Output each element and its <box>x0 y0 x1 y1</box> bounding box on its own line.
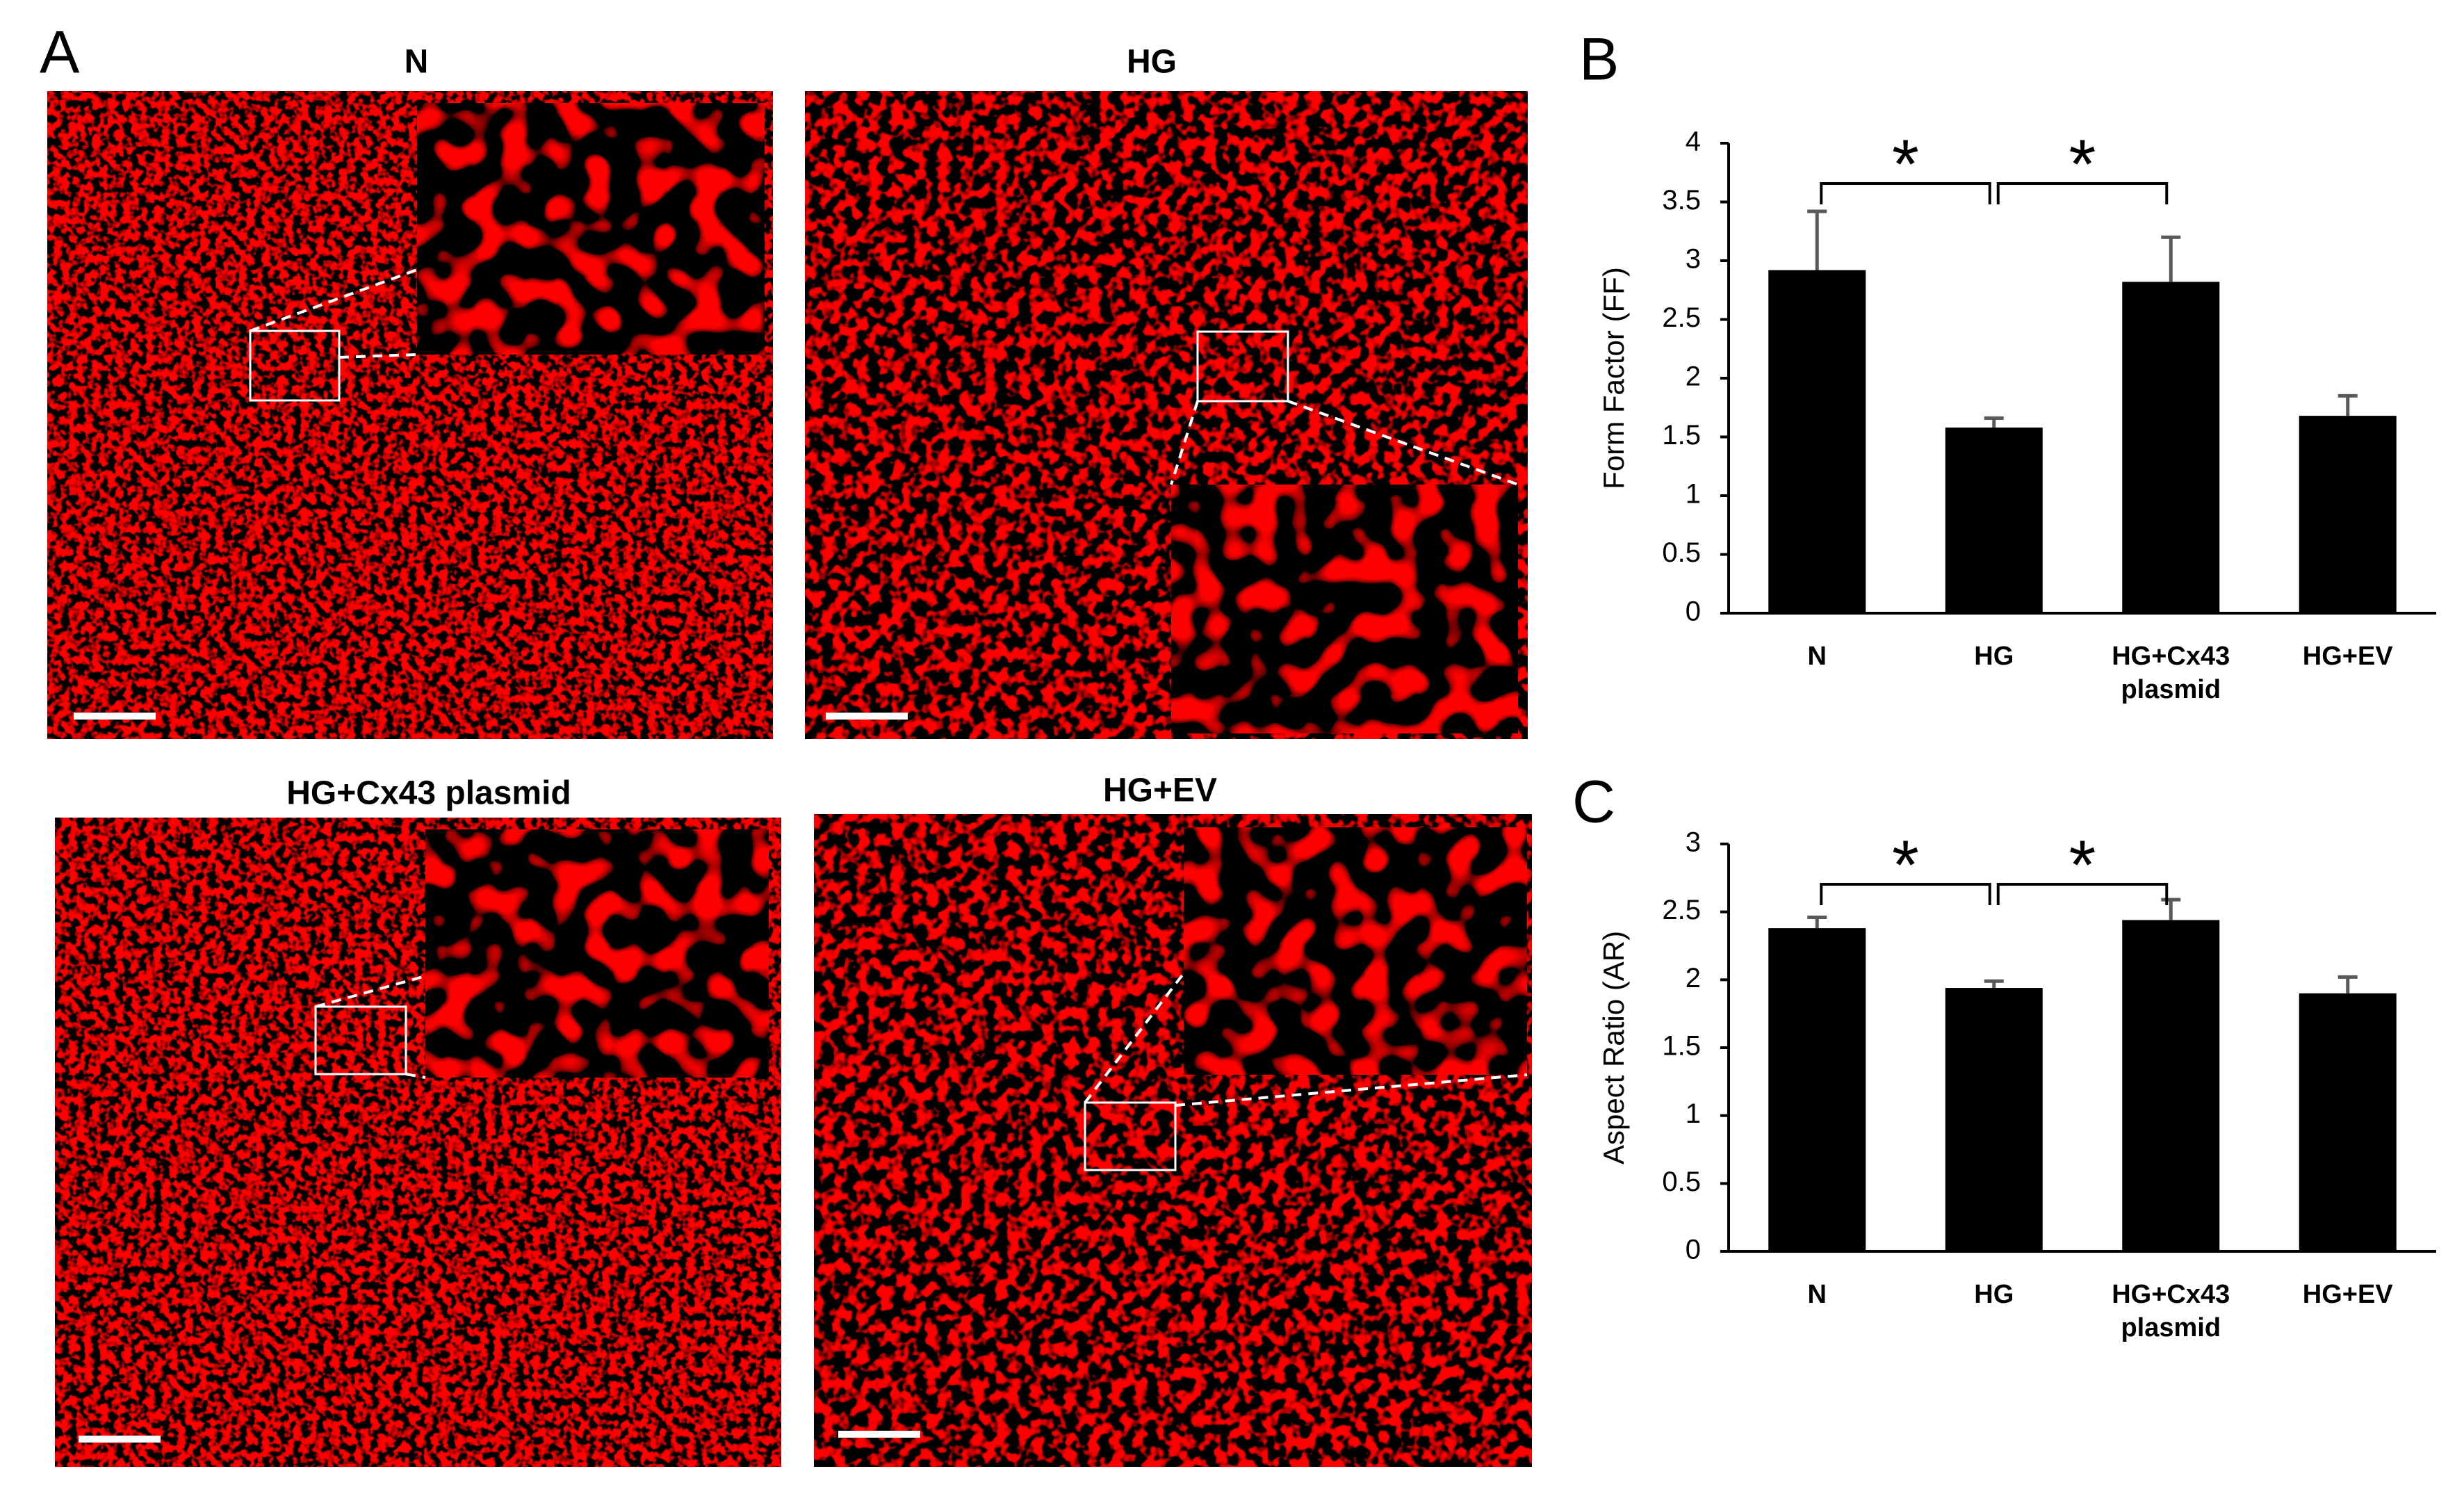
y-tick-label: 1.5 <box>1662 420 1701 450</box>
y-axis-label: Aspect Ratio (AR) <box>1597 931 1630 1164</box>
y-tick-label: 4 <box>1686 127 1701 157</box>
roi-box <box>249 330 341 402</box>
x-tick-label: HG+Cx43 plasmid <box>2112 1280 2230 1342</box>
significance-mark: * <box>2069 826 2096 904</box>
x-tick-label: HG+Cx43 plasmid <box>2112 642 2230 704</box>
y-tick-label: 3 <box>1686 244 1701 275</box>
error-bar <box>2337 393 2358 416</box>
x-tick-label: HG <box>1974 642 2014 671</box>
inset <box>1182 826 1528 1076</box>
image-title: N <box>405 44 429 81</box>
y-tick-label: 0 <box>1686 596 1701 627</box>
x-tick-label: N <box>1807 1280 1827 1309</box>
error-bar <box>2161 235 2181 282</box>
error-bar <box>1984 979 2004 989</box>
significance-bracket <box>1996 182 2169 204</box>
y-tick-label: 3 <box>1686 827 1701 858</box>
micrographs <box>47 91 1532 1467</box>
x-tick-label: HG+EV <box>2302 1280 2393 1309</box>
inset <box>1170 483 1519 735</box>
inset <box>416 102 766 356</box>
x-tick-label: HG+EV <box>2302 642 2393 671</box>
y-tick-label: 0.5 <box>1662 1167 1701 1197</box>
panel-label: B <box>1579 26 1619 93</box>
scale-bar <box>74 713 920 1443</box>
bar <box>1945 427 2043 613</box>
image-title: HG+Cx43 plasmid <box>286 775 571 812</box>
y-axis-label: Form Factor (FF) <box>1597 267 1630 489</box>
bar <box>1768 270 1866 613</box>
x-tick-label: HG <box>1974 1280 2014 1309</box>
significance-mark: * <box>1892 826 1919 904</box>
y-tick-label: 0.5 <box>1662 537 1701 568</box>
y-tick-label: 1.5 <box>1662 1031 1701 1062</box>
image-title: HG <box>1127 44 1177 81</box>
y-tick-label: 1 <box>1686 1098 1701 1129</box>
bar <box>2122 282 2220 613</box>
error-bar <box>2337 975 2358 993</box>
bar <box>2299 416 2397 613</box>
y-tick-label: 3.5 <box>1662 185 1701 216</box>
significance-bracket <box>1820 182 1991 204</box>
bar <box>1945 988 2043 1251</box>
zoom-line <box>1170 400 1519 486</box>
error-bar <box>2161 898 2181 920</box>
y-tick-label: 2.5 <box>1662 895 1701 925</box>
significance-mark: * <box>2069 125 2096 203</box>
y-tick-label: 0 <box>1686 1235 1701 1265</box>
significance-bracket <box>1996 883 2169 905</box>
y-tick-label: 2 <box>1686 362 1701 392</box>
zoom-line <box>250 268 418 359</box>
y-tick-label: 1 <box>1686 479 1701 510</box>
y-tick-label: 2 <box>1686 963 1701 993</box>
significance-mark: * <box>1892 125 1919 203</box>
roi-box <box>1196 330 1289 403</box>
panel-label: A <box>40 19 80 86</box>
bar <box>2122 920 2220 1251</box>
error-bar <box>1984 416 2004 428</box>
significance-bracket <box>1820 883 1991 905</box>
inset <box>424 828 770 1079</box>
panel-label: C <box>1572 769 1615 836</box>
x-tick-label: N <box>1807 642 1827 671</box>
roi-box <box>1084 1101 1177 1171</box>
bar <box>1768 928 1866 1251</box>
error-bar <box>1807 915 1827 929</box>
bar <box>2299 993 2397 1251</box>
zoom-line <box>1084 972 1528 1107</box>
roi-box <box>314 1005 407 1075</box>
y-tick-label: 2.5 <box>1662 302 1701 333</box>
image-title: HG+EV <box>1103 772 1217 809</box>
error-bar <box>1807 209 1827 270</box>
zoom-line <box>315 975 426 1079</box>
